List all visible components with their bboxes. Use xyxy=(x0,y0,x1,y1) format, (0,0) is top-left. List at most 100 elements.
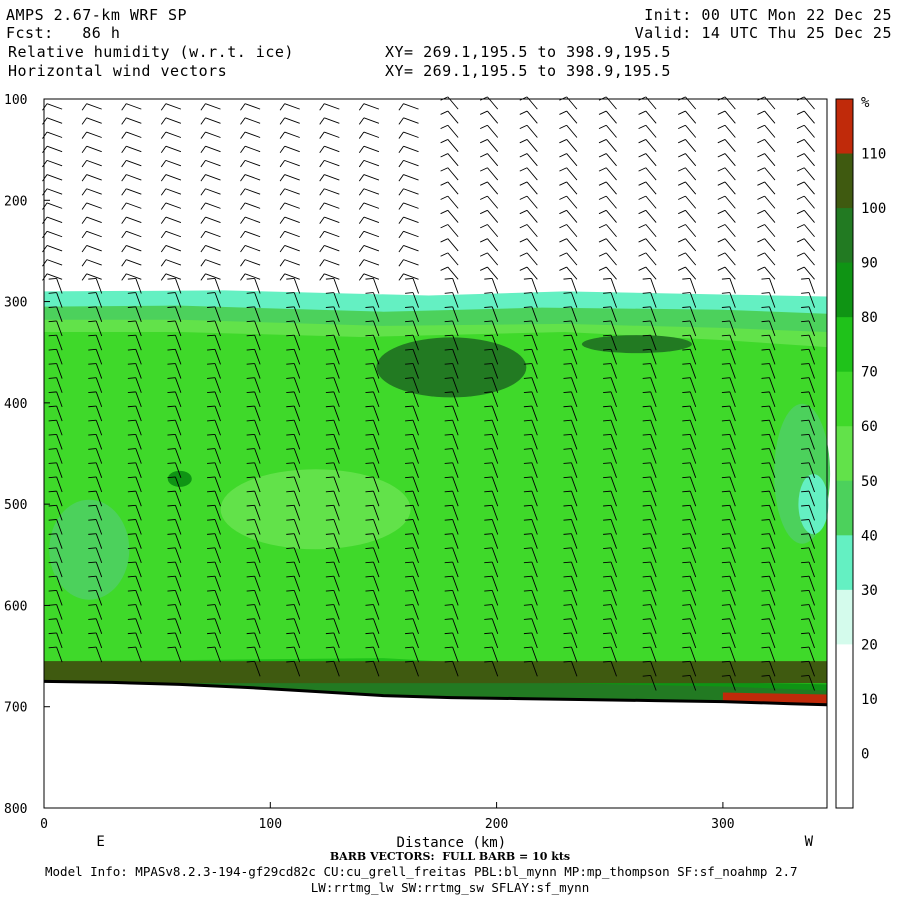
wind-barb-feather xyxy=(207,405,216,408)
wind-barb xyxy=(324,145,340,153)
wind-barb-feather xyxy=(678,224,686,229)
wind-barb xyxy=(487,153,499,167)
wind-barb xyxy=(135,576,142,592)
wind-barb-feather xyxy=(88,575,97,578)
wind-barb-feather xyxy=(603,589,612,592)
wind-barb xyxy=(205,202,221,209)
wind-barb-feather xyxy=(519,224,528,229)
wind-barb xyxy=(135,519,142,535)
wind-barb-feather xyxy=(358,273,365,281)
wind-barb xyxy=(531,363,538,379)
wind-barb-feather xyxy=(642,519,651,521)
wind-barb xyxy=(531,349,538,365)
wind-barb xyxy=(412,334,419,351)
wind-barb xyxy=(56,334,63,351)
wind-barb-feather xyxy=(440,195,449,200)
wind-barb-feather xyxy=(721,306,730,308)
wind-barb-feather xyxy=(721,561,730,564)
wind-barb-feather xyxy=(325,533,334,535)
wind-barb-feather xyxy=(325,504,334,507)
wind-barb xyxy=(86,216,102,223)
wind-barb-feather xyxy=(42,145,48,154)
wind-barb xyxy=(645,252,657,266)
wind-barb xyxy=(764,210,776,223)
wind-barb xyxy=(333,320,340,337)
wind-barb-feather xyxy=(440,181,449,186)
wind-barb xyxy=(56,292,63,308)
wind-barb-feather xyxy=(761,462,770,464)
wind-barb xyxy=(126,273,142,280)
wind-barb-feather xyxy=(523,377,532,379)
wind-barb xyxy=(531,632,538,649)
wind-barb xyxy=(205,131,221,138)
wind-barb xyxy=(531,448,538,464)
wind-barb xyxy=(571,661,578,677)
wind-barb-feather xyxy=(682,363,691,365)
wind-barb-feather xyxy=(717,153,726,158)
wind-barb-feather xyxy=(325,391,334,394)
wind-barb xyxy=(689,462,697,478)
wind-barb-feather xyxy=(559,181,567,186)
wind-barb xyxy=(645,266,657,280)
wind-barb xyxy=(610,547,617,564)
wind-barb xyxy=(650,490,657,507)
wind-barb-feather xyxy=(717,252,726,257)
wind-barb-feather xyxy=(721,320,730,323)
wind-barb xyxy=(214,434,221,450)
wind-barb-feather xyxy=(88,306,97,308)
wind-barb xyxy=(403,202,419,209)
wind-barb xyxy=(610,306,617,322)
wind-barb xyxy=(724,139,736,152)
colorbar-cell xyxy=(836,589,853,645)
wind-barb-feather xyxy=(642,575,651,578)
wind-barb xyxy=(205,259,221,266)
wind-barb-feather xyxy=(42,131,48,139)
wind-barb xyxy=(293,646,301,663)
wind-barb-feather xyxy=(519,209,528,215)
x-tick-label: 300 xyxy=(711,817,734,832)
wind-barb xyxy=(214,576,221,592)
wind-barb-feather xyxy=(638,238,647,243)
wind-barb xyxy=(491,661,499,677)
wind-barb xyxy=(412,462,419,478)
wind-barb-feather xyxy=(207,604,216,606)
wind-barb xyxy=(324,174,340,181)
wind-barb-feather xyxy=(358,160,365,168)
wind-barb xyxy=(571,306,578,322)
wind-barb xyxy=(175,405,182,422)
wind-barb-feather xyxy=(207,519,216,521)
wind-barb-feather xyxy=(279,131,286,139)
wind-barb xyxy=(487,124,499,138)
colorbar-label: 20 xyxy=(861,637,878,653)
wind-barb-feather xyxy=(365,405,374,408)
wind-barb xyxy=(803,124,815,138)
wind-barb-feather xyxy=(484,504,493,507)
wind-barb xyxy=(214,292,221,308)
y-tick-label: 700 xyxy=(4,701,27,716)
wind-barb-feather xyxy=(88,334,97,337)
wind-barb xyxy=(126,117,142,124)
wind-barb-feather xyxy=(642,405,651,408)
wind-barb-feather xyxy=(246,547,255,549)
wind-barb xyxy=(571,349,578,365)
wind-barb-feather xyxy=(444,334,453,337)
wind-barb-feather xyxy=(358,117,365,125)
wind-barb xyxy=(214,306,221,322)
wind-barb xyxy=(214,377,221,393)
wind-barb xyxy=(56,377,63,393)
wind-barb-feather xyxy=(246,533,255,535)
wind-barb xyxy=(491,306,499,322)
wind-barb xyxy=(650,391,657,408)
wind-barb xyxy=(135,278,142,294)
wind-barb xyxy=(566,153,578,167)
wind-barb-feather xyxy=(480,195,488,200)
wind-barb-feather xyxy=(121,202,127,210)
wind-barb xyxy=(531,618,538,634)
wind-barb xyxy=(333,420,340,436)
wind-barb-feather xyxy=(200,174,206,182)
wind-barb xyxy=(769,462,776,478)
wind-barb xyxy=(86,273,102,280)
wind-barb xyxy=(645,238,657,252)
wind-barb xyxy=(650,519,657,535)
wind-barb xyxy=(175,434,182,450)
